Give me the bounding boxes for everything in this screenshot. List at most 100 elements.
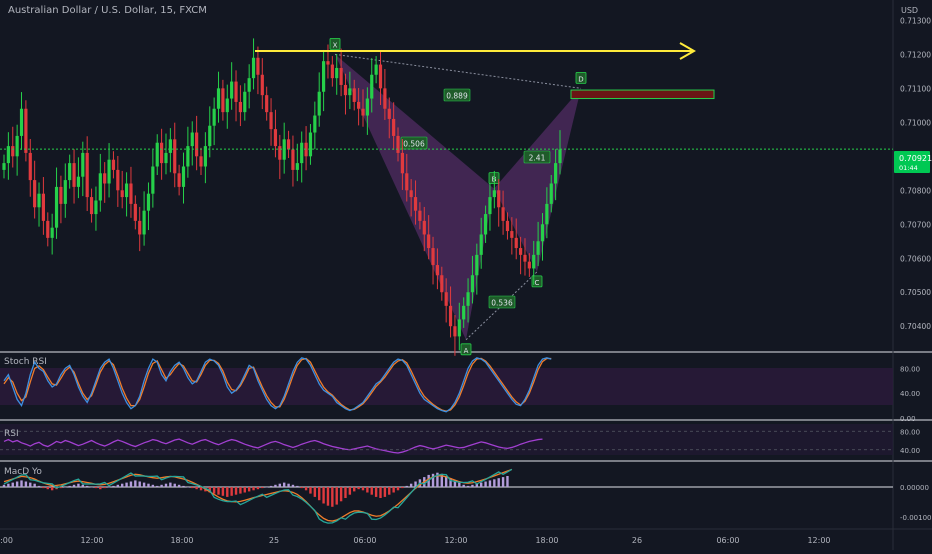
rsi-band	[0, 424, 893, 455]
time-tick-label: 26	[632, 536, 642, 545]
macd-hist-bar	[405, 485, 408, 487]
candle-body	[321, 61, 326, 92]
macd-hist-bar	[103, 487, 106, 489]
macd-hist-bar	[479, 482, 483, 487]
macd-hist-bar	[309, 487, 312, 494]
pattern-ratio-badge	[523, 150, 551, 164]
candle-body	[532, 254, 536, 269]
candle-body	[339, 67, 343, 85]
candle-body	[405, 173, 409, 191]
macd-hist-bar	[64, 487, 67, 488]
candle-body	[116, 169, 120, 191]
time-tick-label: 06:00	[716, 536, 739, 545]
macd-hist-bar	[497, 478, 500, 487]
time-tick-label: 12:00	[80, 536, 103, 545]
candle-body	[510, 231, 514, 238]
candle-body	[177, 173, 181, 187]
candle-body	[383, 88, 387, 109]
macd-hist-bar	[440, 473, 443, 487]
time-tick-label: 25	[269, 536, 279, 545]
candle-body	[81, 152, 85, 177]
candle-body	[103, 173, 107, 184]
candle-body	[523, 254, 527, 262]
time-tick-label: 6:00	[0, 536, 13, 545]
candle-body	[76, 176, 81, 187]
candle-body	[378, 64, 383, 89]
stoch-tick-label: 80.00	[900, 365, 920, 373]
stoch-tick-label: 40.00	[900, 390, 920, 398]
macd-hist-bar	[191, 487, 194, 489]
macd-hist-bar	[186, 487, 190, 488]
stoch-band	[0, 368, 893, 405]
candle-body	[208, 125, 212, 147]
macd-hist-bar	[85, 485, 89, 487]
macd-hist-bar	[436, 472, 439, 487]
candle-body	[527, 261, 531, 269]
candle-body	[365, 98, 369, 116]
candle-body	[317, 91, 321, 116]
pattern-point-label: C	[535, 279, 540, 287]
macd-hist-bar	[138, 481, 141, 487]
macd-hist-bar	[453, 480, 457, 487]
macd-hist-bar	[348, 487, 352, 495]
current-price-label: 0.70921	[899, 154, 932, 163]
candle-body	[151, 166, 155, 194]
candle-body	[505, 220, 510, 232]
candle-body	[221, 88, 225, 113]
macd-hist-bar	[466, 485, 470, 487]
candle-body	[168, 139, 172, 153]
macd-hist-bar	[444, 476, 448, 487]
macd-hist-bar	[99, 487, 102, 490]
macd-hist-bar	[33, 483, 36, 487]
macd-hist-bar	[256, 487, 260, 490]
candle-body	[269, 112, 273, 130]
macd-hist-bar	[484, 481, 487, 487]
macd-hist-bar	[20, 480, 23, 487]
candle-body	[265, 95, 269, 113]
macd-hist-bar	[134, 480, 137, 487]
macd-hist-bar	[431, 473, 435, 487]
macd-hist-bar	[37, 485, 41, 487]
candle-body	[295, 163, 299, 170]
macd-hist-bar	[77, 483, 80, 487]
pattern-point-label: D	[578, 75, 583, 83]
macd-signal-line	[3, 468, 513, 522]
macd-hist-bar	[125, 482, 128, 487]
candle-body	[357, 101, 361, 109]
price-tick-label: 0.71100	[900, 84, 931, 93]
macd-hist-bar	[160, 484, 163, 487]
macd-hist-bar	[121, 483, 124, 487]
macd-hist-bar	[322, 487, 325, 504]
candle-body	[238, 101, 243, 113]
macd-hist-bar	[366, 487, 369, 493]
candle-body	[545, 203, 549, 225]
macd-hist-bar	[169, 482, 172, 487]
macd-hist-bar	[177, 484, 181, 487]
candle-body	[558, 149, 562, 164]
rsi-label: RSI	[4, 429, 19, 439]
macd-hist-bar	[221, 487, 225, 496]
candle-body	[396, 135, 400, 153]
pattern-point-badge	[531, 275, 543, 288]
candle-body	[33, 180, 37, 208]
chart-title: Australian Dollar / U.S. Dollar, 15, FXC…	[8, 5, 207, 16]
candle-body	[243, 91, 247, 113]
macd-hist-bar	[318, 487, 321, 501]
macd-hist-bar	[326, 487, 330, 506]
candle-body	[256, 57, 260, 75]
candle-body	[203, 146, 207, 167]
candle-body	[448, 305, 453, 327]
candle-body	[146, 193, 151, 211]
pattern-point-label: A	[464, 347, 469, 355]
candle-body	[28, 152, 32, 181]
pattern-ratio-label: 0.506	[403, 140, 425, 149]
candle-body	[120, 190, 124, 198]
rsi-tick-label: 40.00	[900, 447, 920, 455]
candle-body	[6, 146, 10, 164]
macd-hist-bar	[59, 487, 63, 489]
candle-body	[155, 142, 159, 167]
candle-body	[440, 275, 444, 293]
price-tick-label: 0.70500	[900, 288, 931, 297]
candle-body	[431, 248, 435, 266]
